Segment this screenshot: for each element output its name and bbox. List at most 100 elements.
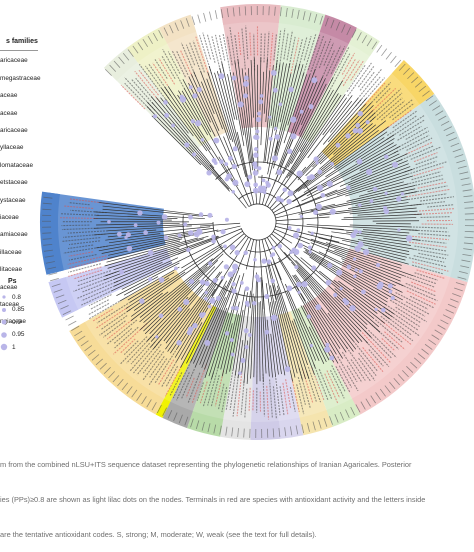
- pp-dot: [373, 187, 378, 192]
- pp-dot: [254, 135, 259, 140]
- pp-dot: [178, 234, 182, 238]
- rim-label: [245, 6, 246, 15]
- pp-dot: [357, 128, 363, 134]
- pp-dot: [205, 281, 210, 286]
- pp-dot: [228, 156, 233, 161]
- family-legend-item: aricaceae: [0, 123, 40, 140]
- pp-dot: [329, 356, 334, 361]
- pp-dot: [274, 127, 277, 130]
- pp-dot: [309, 104, 314, 109]
- pp-dot: [232, 190, 235, 193]
- pp-dot: [271, 252, 275, 256]
- pp-dot: [288, 190, 294, 196]
- pp-legend-label: 0.95: [12, 331, 24, 338]
- pp-dot: [388, 283, 393, 288]
- pp-dot: [273, 88, 278, 93]
- pp-dot: [208, 305, 212, 309]
- pp-dot: [211, 235, 216, 240]
- pp-dot: [216, 296, 221, 301]
- branch: [250, 240, 256, 308]
- pp-dot: [139, 298, 144, 303]
- pp-dot: [219, 159, 224, 164]
- pp-dot: [231, 353, 235, 357]
- pp-dot: [208, 261, 212, 265]
- pp-dot: [289, 250, 293, 254]
- caption-line: ies (PPs)≥0.8 are shown as light lilac d…: [0, 494, 474, 506]
- pp-dot: [359, 269, 363, 273]
- pp-dot: [183, 299, 189, 305]
- pp-legend-item: 0.9: [0, 316, 40, 329]
- pp-dot: [195, 120, 201, 126]
- pp-legend-item: 1: [0, 341, 40, 354]
- pp-dot: [392, 162, 398, 168]
- pp-dot: [191, 119, 195, 123]
- branch: [210, 165, 246, 208]
- pp-legend-item: 0.85: [0, 304, 40, 317]
- pp-dot: [307, 176, 311, 180]
- families-legend-title: s families: [0, 38, 40, 45]
- rim-label: [381, 49, 386, 56]
- family-legend-item: illaceae: [0, 244, 40, 261]
- rim-label: [377, 45, 382, 52]
- pp-dot: [256, 277, 261, 282]
- pp-dot: [232, 76, 237, 81]
- pp-dot: [156, 221, 160, 225]
- pp-dot: [224, 264, 229, 269]
- pp-dot: [349, 305, 355, 311]
- pp-dot: [204, 297, 207, 300]
- pp-dot: [311, 266, 316, 271]
- pp-dot: [253, 182, 258, 187]
- pp-dot: [255, 129, 259, 133]
- pp-legend-title: Ps: [0, 278, 40, 285]
- pp-dot: [316, 161, 319, 164]
- pp-dot: [235, 250, 240, 255]
- family-legend-item: aceae: [0, 88, 40, 105]
- pp-dot: [363, 249, 369, 255]
- rim-label: [386, 52, 392, 59]
- pp-dot: [272, 155, 278, 161]
- pp-dot: [287, 285, 293, 291]
- rim-label: [209, 12, 211, 21]
- pp-dot: [223, 244, 227, 248]
- pp-dot: [240, 358, 245, 363]
- pp-dot: [366, 169, 372, 175]
- pp-dot: [180, 95, 184, 99]
- pp-dot: [296, 228, 300, 232]
- pp-dot: [279, 103, 283, 107]
- pp-dot: [313, 156, 318, 161]
- pp-dot: [221, 276, 225, 280]
- pp-dot: [127, 246, 133, 252]
- pp-dot: [336, 269, 342, 275]
- pp-dot: [243, 93, 248, 98]
- pp-dot: [206, 170, 211, 175]
- pp-dot: [201, 138, 205, 142]
- pp-dot-icon: [0, 331, 8, 339]
- pp-dot: [213, 138, 217, 142]
- pp-dot: [287, 149, 292, 154]
- pp-dot: [316, 204, 322, 210]
- pp-dot: [336, 143, 341, 148]
- pp-dot: [297, 291, 300, 294]
- pp-legend-item: 0.8: [0, 291, 40, 304]
- pp-dot: [232, 164, 237, 169]
- pp-dot: [307, 314, 311, 318]
- pp-dot: [268, 115, 271, 118]
- pp-dot: [232, 180, 238, 186]
- family-legend-item: amiaceae: [0, 227, 40, 244]
- branch: [259, 240, 264, 309]
- pp-dot: [265, 330, 270, 335]
- pp-dot: [354, 268, 357, 271]
- rim-label: [68, 321, 76, 325]
- family-sector: [220, 4, 281, 25]
- rim-label: [66, 316, 74, 320]
- pp-dot: [325, 343, 329, 347]
- pp-dot: [370, 199, 374, 203]
- pp-dot: [220, 229, 225, 234]
- pp-dot: [383, 209, 389, 215]
- pp-dot: [345, 133, 351, 139]
- pp-dot: [192, 152, 196, 156]
- pp-dot: [317, 185, 323, 191]
- pp-dot: [174, 266, 178, 270]
- pp-dot: [238, 371, 242, 375]
